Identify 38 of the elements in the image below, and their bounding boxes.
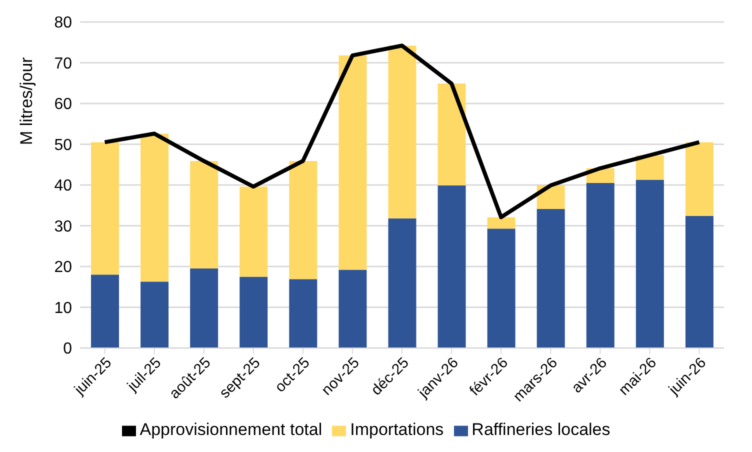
y-tick-label: 80 [54,14,72,32]
bar [91,274,119,348]
bar [91,142,119,275]
y-tick-label: 50 [54,136,72,154]
bar [289,160,318,280]
legend-label: Raffineries locales [472,420,610,439]
bar [487,217,516,229]
y-tick-label: 20 [54,259,72,276]
bar [487,228,516,348]
bar [438,185,466,348]
bar [636,180,664,348]
bar [685,142,714,216]
line-series [102,44,702,220]
bar [190,268,218,348]
bar [240,276,268,348]
legend-label: Approvisionnement total [140,420,322,439]
y-tick-label: 0 [63,340,72,358]
y-tick-label: 60 [54,96,72,114]
bar [140,134,169,282]
bar [685,216,714,348]
y-tick-label: 30 [54,218,72,236]
y-tick-label: 10 [54,300,72,317]
y-axis-title: M litres/jour [17,56,36,145]
bar [289,279,318,348]
bar [388,218,416,348]
bar [240,186,268,277]
y-tick-label: 40 [54,178,72,195]
legend-label: Importations [350,420,444,439]
y-tick-label: 70 [54,55,72,72]
bar [636,155,664,180]
bar [338,270,367,348]
bar [388,46,416,218]
bar [438,84,466,186]
bar [536,209,565,348]
bar [140,282,169,348]
bar [190,160,218,269]
bar [338,55,367,270]
bar [586,182,614,348]
